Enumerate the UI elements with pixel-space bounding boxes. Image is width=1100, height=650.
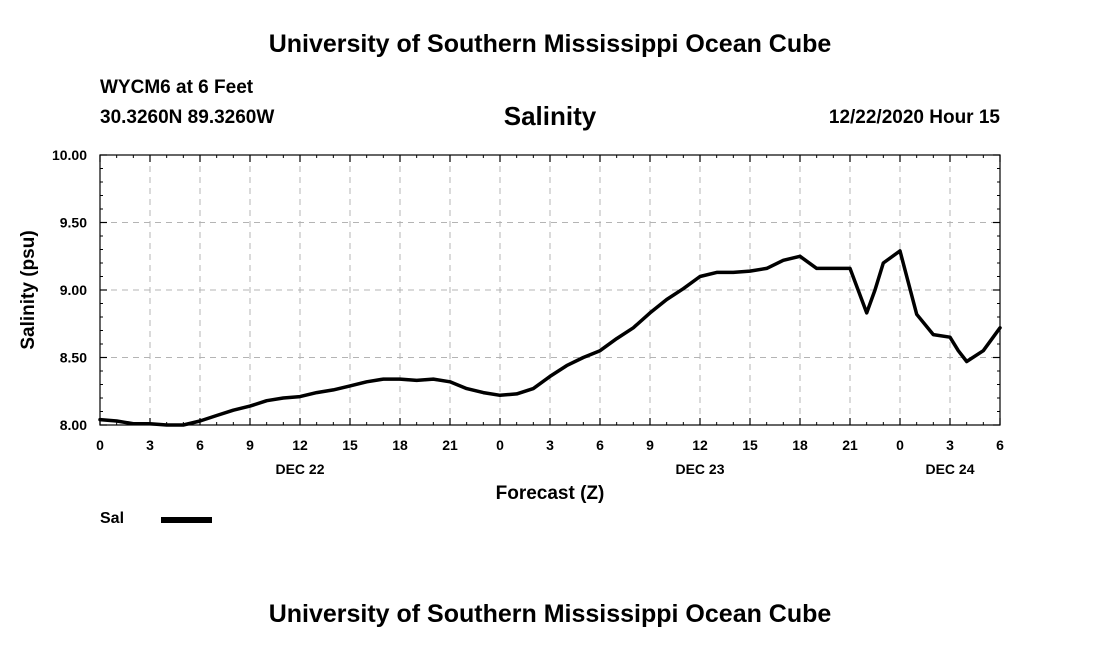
y-tick-label: 9.00 xyxy=(60,282,87,298)
x-tick-label: 9 xyxy=(646,437,654,453)
banner-title-bottom: University of Southern Mississippi Ocean… xyxy=(268,600,832,628)
x-axis-title: Forecast (Z) xyxy=(495,483,605,504)
plot-frame xyxy=(99,154,1001,426)
x-tick-label: 0 xyxy=(96,437,104,453)
forecast-run-time: 12/22/2020 Hour 15 xyxy=(828,107,1000,128)
x-tick-label: 9 xyxy=(246,437,254,453)
y-axis-title: Salinity (psu) xyxy=(18,230,39,349)
y-tick-label: 8.50 xyxy=(60,350,87,366)
day-label: DEC 24 xyxy=(925,461,974,477)
station-label: WYCM6 at 6 Feet xyxy=(100,77,254,98)
x-tick-label: 0 xyxy=(896,437,904,453)
banner-title-top: University of Southern Mississippi Ocean… xyxy=(268,30,832,58)
x-tick-label: 6 xyxy=(996,437,1004,453)
station-coordinates: 30.3260N 89.3260W xyxy=(100,107,275,128)
y-tick-label: 8.00 xyxy=(60,417,87,433)
x-tick-label: 3 xyxy=(546,437,554,453)
y-tick-label: 10.00 xyxy=(52,147,87,163)
day-label: DEC 22 xyxy=(275,461,324,477)
series-line-sal xyxy=(98,249,1002,427)
x-tick-label: 15 xyxy=(742,437,758,453)
x-tick-label: 3 xyxy=(146,437,154,453)
x-tick-label: 3 xyxy=(946,437,954,453)
x-tick-label: 12 xyxy=(692,437,708,453)
x-tick-label: 12 xyxy=(292,437,308,453)
x-tick-label: 6 xyxy=(596,437,604,453)
day-label: DEC 23 xyxy=(675,461,724,477)
x-tick-label: 18 xyxy=(392,437,408,453)
x-tick-label: 0 xyxy=(496,437,504,453)
chart-title: Salinity xyxy=(503,101,597,131)
x-tick-label: 18 xyxy=(792,437,808,453)
x-tick-label: 15 xyxy=(342,437,358,453)
legend-swatch xyxy=(161,517,212,523)
y-tick-label: 9.50 xyxy=(60,215,87,231)
legend-label: Sal xyxy=(100,510,125,527)
x-tick-label: 21 xyxy=(442,437,458,453)
x-tick-label: 6 xyxy=(196,437,204,453)
x-tick-label: 21 xyxy=(842,437,858,453)
